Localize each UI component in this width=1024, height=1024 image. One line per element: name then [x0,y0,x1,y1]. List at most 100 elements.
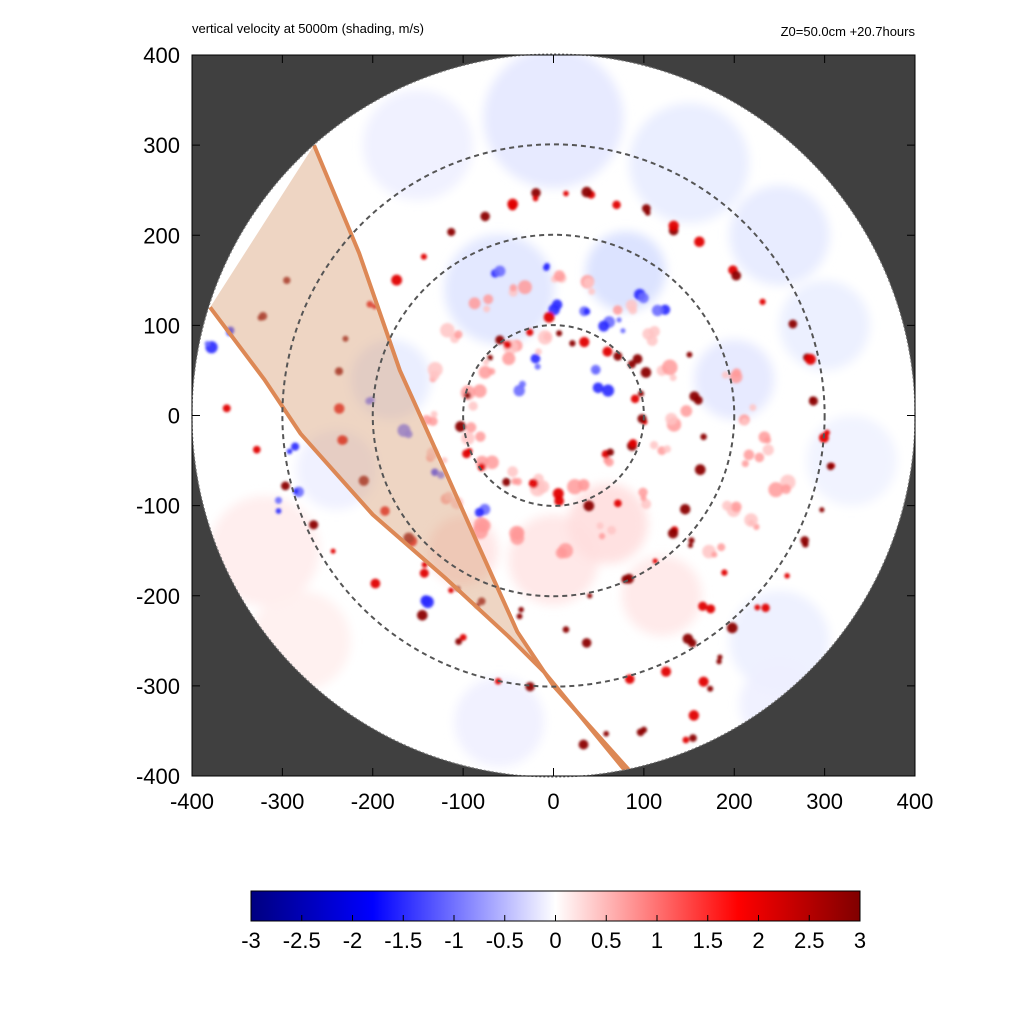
x-tick-label: -200 [351,789,395,814]
updraft-mark [754,604,761,611]
downdraft-mark [620,328,626,334]
updraft-mark [630,394,640,404]
colorbar-tick-label: 1 [651,928,663,953]
chart-title: vertical velocity at 5000m (shading, m/s… [192,21,424,36]
updraft-mark [667,528,679,539]
colorbar-tick-label: 0 [549,928,561,953]
weak-updraft-mark [741,460,749,468]
weak-updraft-mark [781,484,791,495]
weak-updraft-mark [511,477,519,485]
updraft-mark [336,367,343,374]
updraft-mark [824,429,830,436]
updraft-mark [583,500,595,512]
reference-circle-300 [281,143,826,688]
x-tick-label: -300 [260,789,304,814]
updraft-mark [334,403,345,414]
updraft-mark [283,276,291,285]
updraft-mark [706,604,716,614]
updraft-mark [826,462,835,471]
downdraft-mark [530,353,541,364]
updraft-mark [640,367,652,378]
weak-updraft-mark [741,418,749,426]
downdraft-mark [431,468,439,477]
updraft-mark [462,449,471,459]
weak-updraft-mark [649,326,660,337]
updraft-mark [420,253,427,260]
weak-updraft-mark [722,500,733,511]
colorbar-tick-label: -1 [444,928,464,953]
updraft-mark [698,676,709,687]
updraft-mark [569,340,576,347]
updraft-mark [528,478,539,489]
weak-updraft-mark [663,445,672,453]
weak-updraft-mark [465,422,477,433]
y-tick-label: 200 [143,223,180,248]
updraft-mark [222,404,231,413]
updraft-mark [579,336,590,348]
updraft-mark [652,558,658,564]
weak-updraft-mark [612,305,623,315]
weak-updraft-mark [507,466,518,478]
weak-updraft-mark [430,410,438,418]
weak-updraft-mark [444,491,454,501]
weak-updraft-mark [744,513,758,527]
updraft-mark [525,681,535,692]
downdraft-mark [551,299,563,310]
updraft-mark [707,685,714,692]
colorbar-tick-label: -2 [343,928,363,953]
x-tick-label: 200 [716,789,753,814]
downdraft-mark [275,508,282,514]
y-tick-label: 0 [168,404,180,429]
updraft-mark [518,606,524,613]
updraft-mark [562,626,570,633]
downdraft-mark [592,382,604,394]
weak-updraft-mark [669,374,677,382]
weak-updraft-mark [749,404,757,411]
downdraft-mark [534,363,541,370]
weak-updraft-mark [680,405,693,417]
updraft-mark [694,464,706,476]
y-tick-label: 400 [143,43,180,68]
weak-updraft-mark [596,522,604,530]
updraft-mark [660,666,672,677]
weak-updraft-mark [638,487,648,497]
weak-updraft-mark [729,370,743,384]
colorbar: -3 -2.5 -2 -1.5 -1 -0.5 0 0.5 1 1.5 2 2.5 3 [241,890,866,953]
weak-updraft-mark [473,384,487,398]
time-annotation: Z0=50.0cm +20.7hours [781,24,916,39]
updraft-mark [455,638,463,645]
plot-area: -400 -300 -200 -100 0 100 200 300 400 -400 -300 -2… [136,43,933,814]
y-tick-label: 300 [143,133,180,158]
weak-updraft-mark [661,359,678,376]
weak-updraft-mark [754,452,765,463]
colorbar-tick-label: -1.5 [384,928,422,953]
updraft-mark [642,204,651,213]
updraft-mark [759,298,766,305]
downdraft-mark [404,430,413,439]
updraft-mark [688,710,700,721]
updraft-mark [688,537,695,544]
updraft-mark [602,346,613,357]
updraft-mark [637,414,647,424]
updraft-mark [448,587,454,594]
colorbar-tick-label: -0.5 [486,928,524,953]
weak-updraft-mark [717,543,726,552]
updraft-mark [417,609,428,621]
updraft-mark [366,300,374,308]
updraft-mark [686,351,693,358]
y-tick-label: -100 [136,494,180,519]
updraft-mark [370,578,381,589]
downdraft-mark [602,384,615,397]
updraft-mark [788,319,798,329]
updraft-mark [459,633,467,641]
reference-circle-200 [371,233,736,598]
updraft-mark [612,200,621,210]
downdraft-mark [651,304,664,317]
colorbar-tick-label: -2.5 [283,928,321,953]
weak-updraft-mark [731,501,742,513]
weak-updraft-mark [482,359,490,366]
updraft-mark [581,638,592,648]
updraft-mark [716,658,722,665]
updraft-mark [507,198,519,210]
updraft-mark [581,186,593,198]
